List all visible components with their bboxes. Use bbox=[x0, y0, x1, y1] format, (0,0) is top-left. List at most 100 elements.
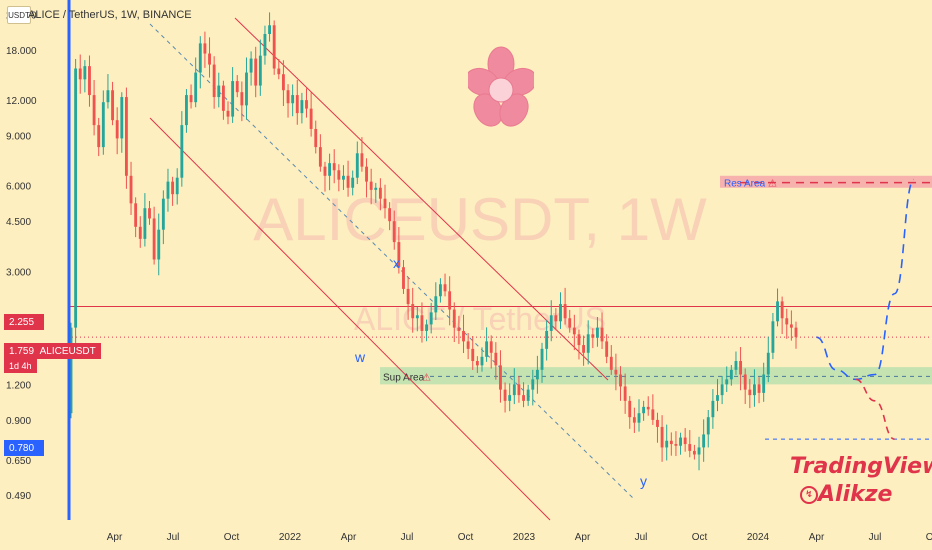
candle-body bbox=[231, 81, 235, 117]
candle-body bbox=[632, 417, 636, 423]
brand-alikze: ↯ Alikze bbox=[800, 482, 892, 507]
candle-body bbox=[148, 208, 151, 219]
candle-body bbox=[300, 100, 304, 114]
current-price-symbol: ALICEUSDT bbox=[39, 345, 96, 357]
low-price-tag: 0.780 bbox=[4, 440, 44, 456]
res-area-label: Res Area bbox=[724, 179, 766, 190]
candle-body bbox=[328, 163, 332, 176]
candle-body bbox=[286, 90, 290, 104]
y-tick-label: 3.000 bbox=[6, 267, 31, 278]
candle-body bbox=[748, 389, 752, 396]
candle-body bbox=[342, 175, 345, 180]
candle-body bbox=[559, 304, 562, 322]
x-tick-label: Apr bbox=[107, 532, 123, 543]
candle-body bbox=[281, 74, 285, 91]
x-tick-label: Jul bbox=[635, 532, 648, 543]
candles-group bbox=[69, 12, 798, 471]
candle-body bbox=[397, 242, 401, 268]
resistance-price-tag: 2.255 bbox=[4, 314, 44, 330]
candle-body bbox=[729, 369, 733, 380]
y-tick-label: 0.900 bbox=[6, 416, 31, 427]
x-tick-label: Oct bbox=[692, 532, 708, 543]
candle-body bbox=[305, 100, 308, 109]
channel-mid-dashed-line bbox=[149, 23, 636, 501]
x-tick-label: Jul bbox=[869, 532, 882, 543]
candle-body bbox=[706, 417, 710, 435]
candle-body bbox=[789, 324, 793, 328]
candle-body bbox=[120, 97, 124, 139]
candle-body bbox=[383, 198, 387, 209]
candle-body bbox=[757, 384, 761, 393]
candle-body bbox=[716, 395, 719, 401]
candle-body bbox=[438, 284, 442, 297]
candle-body bbox=[92, 95, 96, 126]
candle-body bbox=[208, 53, 211, 65]
candle-body bbox=[138, 226, 142, 239]
candle-body bbox=[406, 288, 410, 305]
candle-body bbox=[665, 440, 669, 448]
candle-body bbox=[577, 334, 581, 346]
candle-body bbox=[619, 374, 622, 387]
y-tick-label: 0.650 bbox=[6, 456, 31, 467]
candle-body bbox=[332, 163, 336, 171]
candle-body bbox=[198, 43, 202, 73]
candle-body bbox=[115, 120, 119, 139]
candle-body bbox=[415, 315, 419, 319]
brand-tradingview: TradingView bbox=[790, 454, 932, 479]
candle-body bbox=[762, 374, 766, 393]
y-tick-label: 6.000 bbox=[6, 182, 31, 193]
candle-body bbox=[434, 296, 438, 313]
x-tick-label: Jul bbox=[401, 532, 414, 543]
candle-body bbox=[175, 177, 179, 195]
candle-body bbox=[212, 64, 216, 98]
candle-body bbox=[628, 400, 632, 418]
x-tick-label: Jul bbox=[167, 532, 180, 543]
candle-body bbox=[425, 324, 429, 331]
candle-body bbox=[337, 170, 341, 180]
candle-body bbox=[392, 221, 396, 243]
candle-body bbox=[674, 444, 678, 446]
candle-body bbox=[466, 341, 470, 349]
candle-body bbox=[106, 90, 110, 103]
currency-button[interactable]: USDT bbox=[7, 6, 31, 24]
candle-body bbox=[443, 284, 447, 292]
candle-body bbox=[240, 92, 244, 106]
channel-upper-line bbox=[234, 17, 609, 381]
candle-body bbox=[360, 153, 364, 167]
candle-body bbox=[374, 187, 378, 190]
flower-icon bbox=[468, 46, 534, 127]
candle-body bbox=[646, 406, 650, 410]
candle-body bbox=[540, 348, 544, 370]
candle-body bbox=[448, 291, 452, 310]
candle-body bbox=[411, 304, 415, 319]
candle-body bbox=[554, 315, 558, 322]
candle-body bbox=[485, 341, 489, 357]
candle-body bbox=[314, 128, 318, 148]
candle-body bbox=[600, 327, 604, 342]
candle-body bbox=[614, 369, 618, 375]
candle-body bbox=[369, 181, 373, 190]
candle-body bbox=[355, 153, 359, 178]
candle-body bbox=[83, 66, 87, 80]
candle-body bbox=[780, 301, 784, 319]
candle-body bbox=[776, 301, 779, 322]
symbol-title: ALICE / TetherUS, 1W, BINANCE bbox=[28, 9, 192, 21]
candle-body bbox=[365, 166, 368, 182]
candle-body bbox=[152, 218, 156, 260]
sup-area-zone bbox=[380, 367, 932, 385]
candle-body bbox=[549, 315, 553, 331]
candle-body bbox=[725, 379, 729, 385]
candle-body bbox=[97, 125, 101, 148]
candle-body bbox=[545, 330, 549, 349]
candle-body bbox=[702, 434, 706, 448]
candle-body bbox=[771, 321, 775, 353]
wave-label-x: x bbox=[393, 255, 400, 271]
candle-body bbox=[429, 312, 433, 325]
candle-body bbox=[309, 108, 313, 129]
y-tick-label: 4.500 bbox=[6, 217, 31, 228]
wave-label-y: y bbox=[640, 473, 647, 489]
candle-body bbox=[185, 95, 188, 126]
x-tick-label: Apr bbox=[809, 532, 825, 543]
candle-body bbox=[157, 229, 161, 260]
